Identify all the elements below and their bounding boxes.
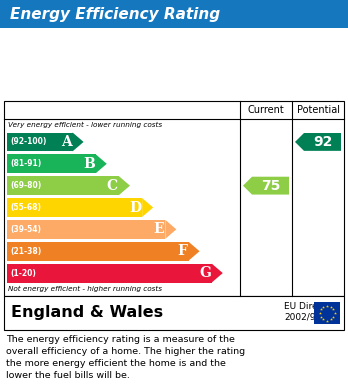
Text: (92-100): (92-100) bbox=[10, 137, 46, 146]
Polygon shape bbox=[189, 242, 199, 261]
Text: Very energy efficient - lower running costs: Very energy efficient - lower running co… bbox=[8, 122, 162, 128]
Text: The energy efficiency rating is a measure of the
overall efficiency of a home. T: The energy efficiency rating is a measur… bbox=[6, 335, 245, 380]
Text: Current: Current bbox=[248, 105, 284, 115]
Bar bbox=[7, 220, 165, 239]
Bar bbox=[7, 264, 212, 283]
Text: (39-54): (39-54) bbox=[10, 225, 41, 234]
Text: EU Directive
2002/91/EC: EU Directive 2002/91/EC bbox=[284, 302, 340, 322]
Polygon shape bbox=[73, 133, 84, 151]
Text: England & Wales: England & Wales bbox=[11, 305, 163, 321]
Text: (55-68): (55-68) bbox=[10, 203, 41, 212]
Polygon shape bbox=[96, 154, 107, 173]
Text: Energy Efficiency Rating: Energy Efficiency Rating bbox=[10, 7, 220, 22]
Bar bbox=[7, 133, 73, 151]
Text: 75: 75 bbox=[261, 179, 280, 193]
Text: B: B bbox=[83, 157, 95, 171]
Polygon shape bbox=[119, 176, 130, 195]
Polygon shape bbox=[165, 220, 176, 239]
Polygon shape bbox=[243, 177, 289, 195]
Text: Not energy efficient - higher running costs: Not energy efficient - higher running co… bbox=[8, 286, 162, 292]
Text: C: C bbox=[107, 179, 118, 193]
Text: E: E bbox=[154, 222, 164, 236]
Text: D: D bbox=[129, 201, 141, 215]
Bar bbox=[7, 198, 142, 217]
Text: Potential: Potential bbox=[296, 105, 340, 115]
Text: F: F bbox=[178, 244, 188, 258]
Text: (1-20): (1-20) bbox=[10, 269, 36, 278]
Polygon shape bbox=[212, 264, 223, 283]
Bar bbox=[314, 302, 340, 324]
Text: (21-38): (21-38) bbox=[10, 247, 41, 256]
Text: G: G bbox=[199, 266, 211, 280]
Polygon shape bbox=[142, 198, 153, 217]
Text: (69-80): (69-80) bbox=[10, 181, 41, 190]
Text: 92: 92 bbox=[313, 135, 332, 149]
Bar bbox=[4, 101, 344, 296]
Bar bbox=[7, 242, 189, 261]
Bar bbox=[0, 0, 348, 28]
Bar bbox=[4, 296, 344, 330]
Text: A: A bbox=[61, 135, 72, 149]
Text: (81-91): (81-91) bbox=[10, 159, 41, 168]
Polygon shape bbox=[295, 133, 341, 151]
Bar bbox=[7, 176, 119, 195]
Bar bbox=[7, 154, 96, 173]
